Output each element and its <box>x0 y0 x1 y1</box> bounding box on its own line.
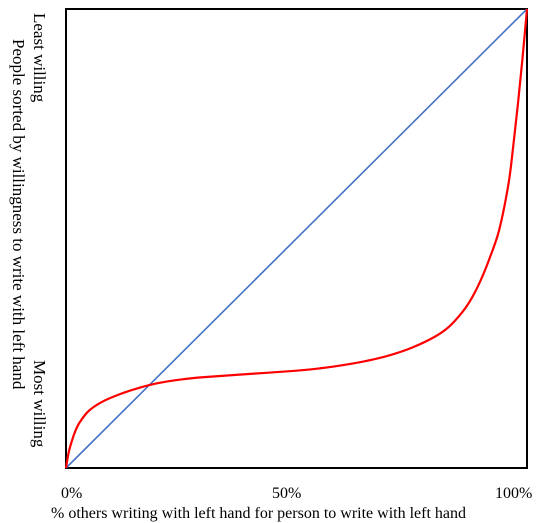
plot-frame <box>65 8 528 469</box>
series-line-1 <box>65 8 528 469</box>
x-tick-label: 100% <box>495 485 533 502</box>
x-tick-label: 50% <box>272 485 302 502</box>
x-tick-label: 0% <box>61 485 83 502</box>
y-top-label: Least willing <box>30 13 49 103</box>
series-line-2 <box>64 8 529 469</box>
series-layer <box>64 8 529 469</box>
y-bottom-label: Most willing <box>30 360 49 448</box>
y-axis-title: People sorted by willingness to write wi… <box>9 39 28 390</box>
x-axis-title: % others writing with left hand for pers… <box>51 505 467 522</box>
